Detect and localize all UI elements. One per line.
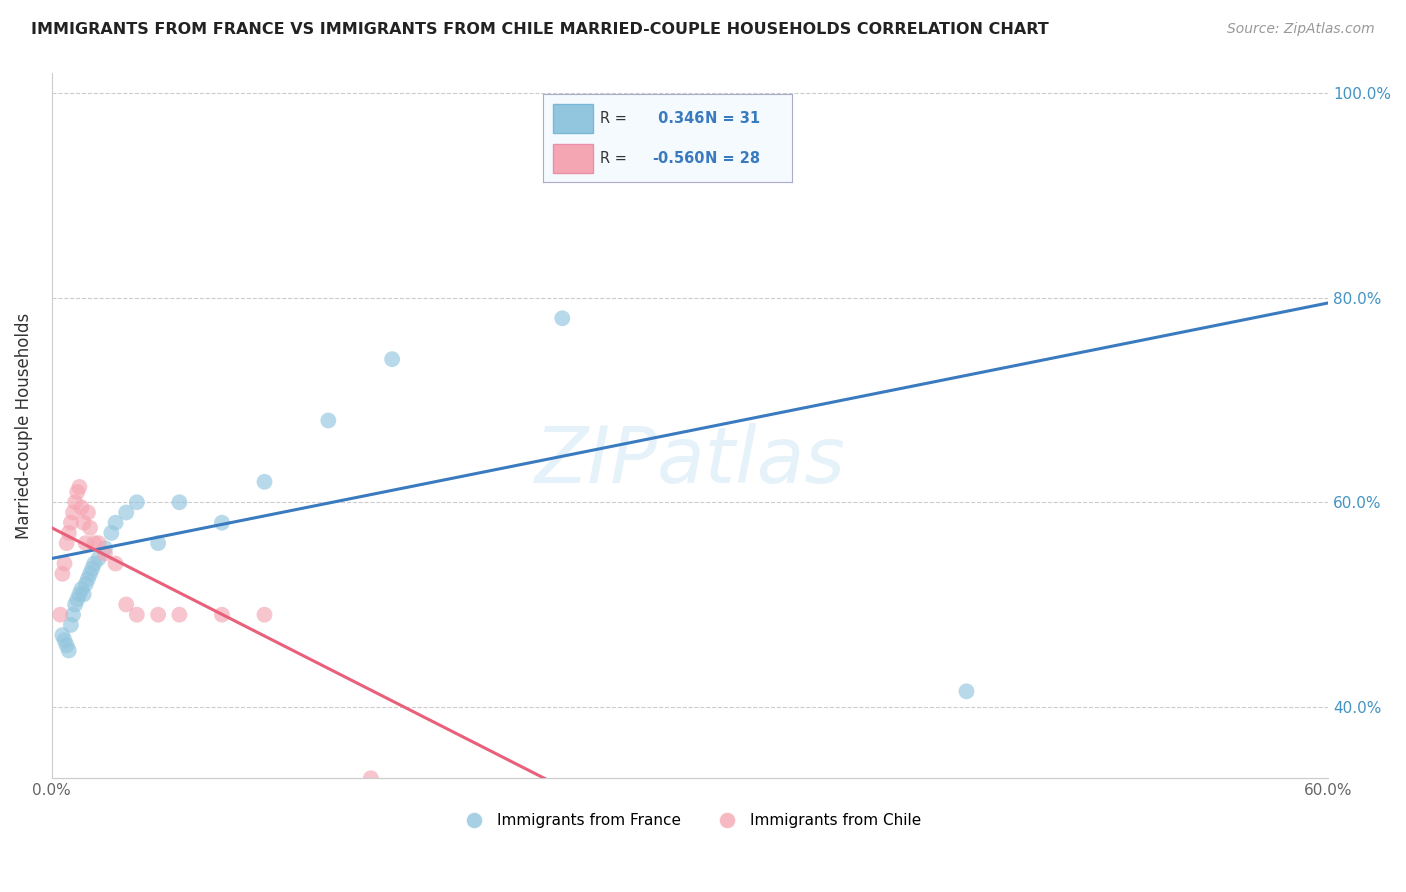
Point — [211, 516, 233, 530]
Point — [70, 500, 93, 515]
Point — [53, 633, 76, 648]
Point — [100, 525, 122, 540]
Point — [66, 485, 89, 500]
Point — [104, 516, 127, 530]
Point — [146, 607, 169, 622]
Point — [55, 638, 77, 652]
Point — [360, 771, 382, 785]
Point — [253, 607, 276, 622]
Point — [253, 475, 276, 489]
Point — [381, 352, 404, 367]
Point — [67, 587, 90, 601]
Point — [115, 506, 138, 520]
Point — [94, 541, 117, 556]
Point — [146, 536, 169, 550]
Point — [53, 557, 76, 571]
Point — [49, 607, 72, 622]
Point — [169, 495, 191, 509]
Point — [77, 572, 100, 586]
Point — [83, 536, 105, 550]
Point — [63, 495, 86, 509]
Point — [59, 516, 82, 530]
Point — [51, 566, 73, 581]
Text: Source: ZipAtlas.com: Source: ZipAtlas.com — [1227, 22, 1375, 37]
Point — [58, 643, 80, 657]
Point — [115, 598, 138, 612]
Point — [87, 536, 110, 550]
Point — [934, 843, 956, 857]
Point — [169, 607, 191, 622]
Text: IMMIGRANTS FROM FRANCE VS IMMIGRANTS FROM CHILE MARRIED-COUPLE HOUSEHOLDS CORREL: IMMIGRANTS FROM FRANCE VS IMMIGRANTS FRO… — [31, 22, 1049, 37]
Point — [67, 480, 90, 494]
Point — [125, 495, 148, 509]
Point — [94, 546, 117, 560]
Point — [59, 618, 82, 632]
Point — [79, 521, 101, 535]
Point — [79, 566, 101, 581]
Y-axis label: Married-couple Households: Married-couple Households — [15, 312, 32, 539]
Point — [509, 838, 531, 852]
Point — [62, 506, 84, 520]
Point — [82, 562, 104, 576]
Point — [63, 598, 86, 612]
Point — [62, 607, 84, 622]
Point — [73, 587, 96, 601]
Point — [75, 536, 97, 550]
Point — [83, 557, 105, 571]
Point — [73, 516, 96, 530]
Point — [66, 592, 89, 607]
Point — [211, 607, 233, 622]
Point — [87, 551, 110, 566]
Point — [70, 582, 93, 596]
Point — [51, 628, 73, 642]
Point — [551, 311, 574, 326]
Point — [104, 557, 127, 571]
Point — [125, 607, 148, 622]
Point — [316, 413, 339, 427]
Point — [58, 525, 80, 540]
Point — [77, 506, 100, 520]
Legend: Immigrants from France, Immigrants from Chile: Immigrants from France, Immigrants from … — [453, 807, 927, 834]
Point — [955, 684, 977, 698]
Point — [55, 536, 77, 550]
Text: ZIPatlas: ZIPatlas — [534, 423, 845, 499]
Point — [75, 577, 97, 591]
